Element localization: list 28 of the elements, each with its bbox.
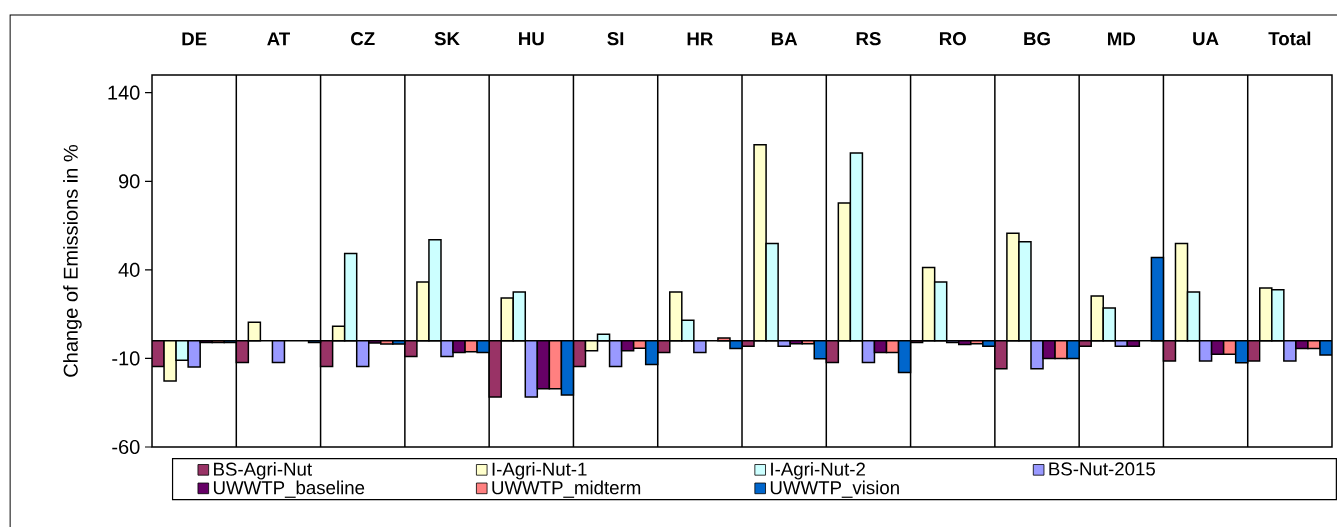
legend-label: UWWTP_baseline [213, 480, 365, 498]
x-tick-label: UA [1193, 32, 1219, 46]
legend-label: I-Agri-Nut-1 [492, 462, 587, 480]
x-tick-label: SI [607, 32, 624, 46]
y-tick-label: 40 [118, 262, 140, 277]
y-axis-title: Change of Emissions in % [63, 145, 82, 377]
legend-label: BS-Nut-2015 [1049, 462, 1155, 476]
x-tick-label: DE [182, 32, 207, 46]
x-tick-label: Total [1268, 31, 1311, 46]
bar [1150, 256, 1165, 342]
x-tick-label: BG [1024, 32, 1050, 46]
y-tick-label: 90 [119, 174, 140, 189]
x-tick-label: AT [267, 32, 290, 46]
x-tick-label: HR [687, 32, 713, 46]
x-tick-label: CZ [351, 32, 375, 46]
x-tick-label: HU [519, 32, 544, 46]
legend-label: BS-Agri-Nut [214, 462, 312, 480]
x-tick-label: RO [939, 32, 966, 46]
x-tick-label: RS [856, 32, 881, 46]
y-tick-label: -60 [112, 439, 140, 455]
x-tick-label: SK [434, 32, 460, 46]
legend-label: UWWTP_midterm [492, 480, 641, 498]
y-tick-label: -10 [112, 351, 140, 366]
y-tick-label: 140 [108, 85, 140, 100]
legend-label: I-Agri-Nut-2 [771, 462, 865, 480]
legend-label: UWWTP_vision [770, 480, 899, 498]
x-tick-label: MD [1108, 32, 1136, 46]
x-tick-label: BA [771, 32, 798, 46]
